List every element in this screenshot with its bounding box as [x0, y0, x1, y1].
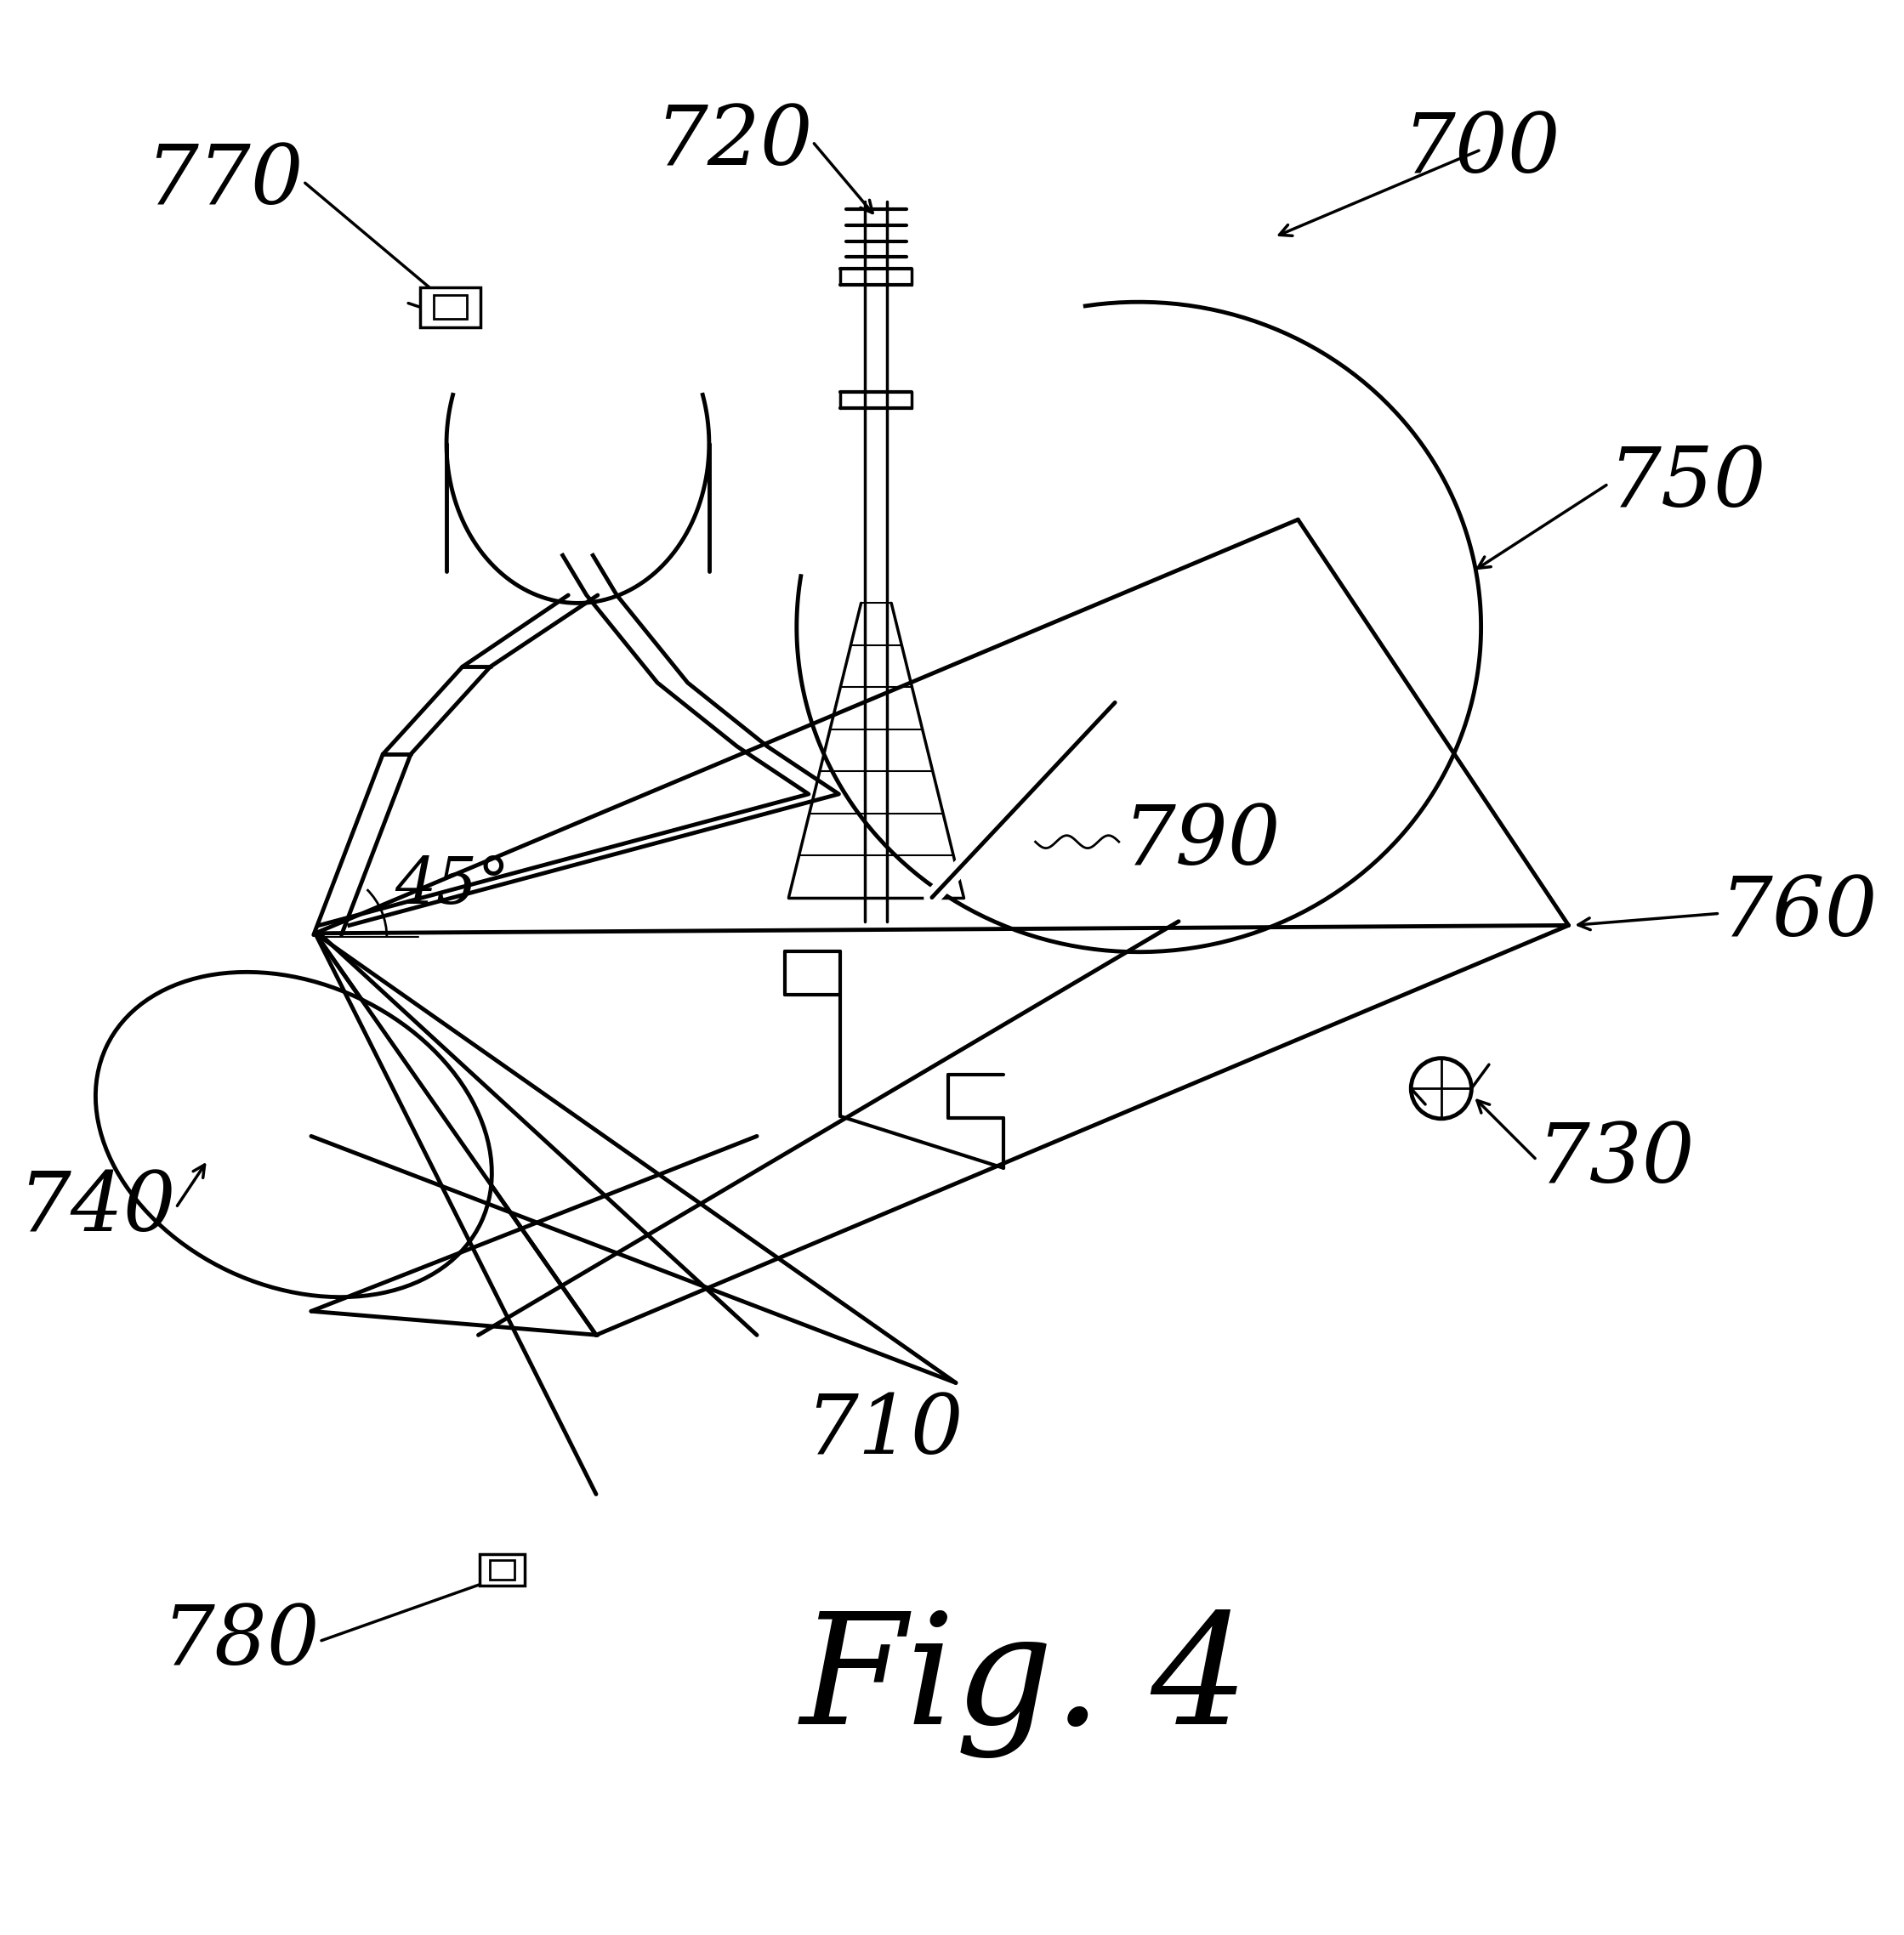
Text: 790: 790 — [1123, 801, 1281, 882]
Text: 770: 770 — [145, 141, 303, 221]
Text: 700: 700 — [1401, 110, 1559, 190]
Text: 720: 720 — [655, 103, 813, 182]
Text: Fig. 4: Fig. 4 — [800, 1608, 1249, 1757]
Bar — [480, 1554, 524, 1585]
Text: 760: 760 — [1719, 873, 1877, 954]
Text: 750: 750 — [1609, 443, 1767, 524]
Bar — [421, 286, 480, 327]
Text: 780: 780 — [162, 1602, 320, 1682]
Text: 730: 730 — [1537, 1120, 1695, 1200]
Circle shape — [1411, 1058, 1472, 1118]
Ellipse shape — [95, 971, 491, 1296]
Text: 740: 740 — [17, 1169, 175, 1248]
Text: 45°: 45° — [394, 853, 510, 917]
Bar — [489, 1560, 514, 1579]
Bar — [434, 296, 466, 319]
Text: 710: 710 — [805, 1391, 963, 1471]
